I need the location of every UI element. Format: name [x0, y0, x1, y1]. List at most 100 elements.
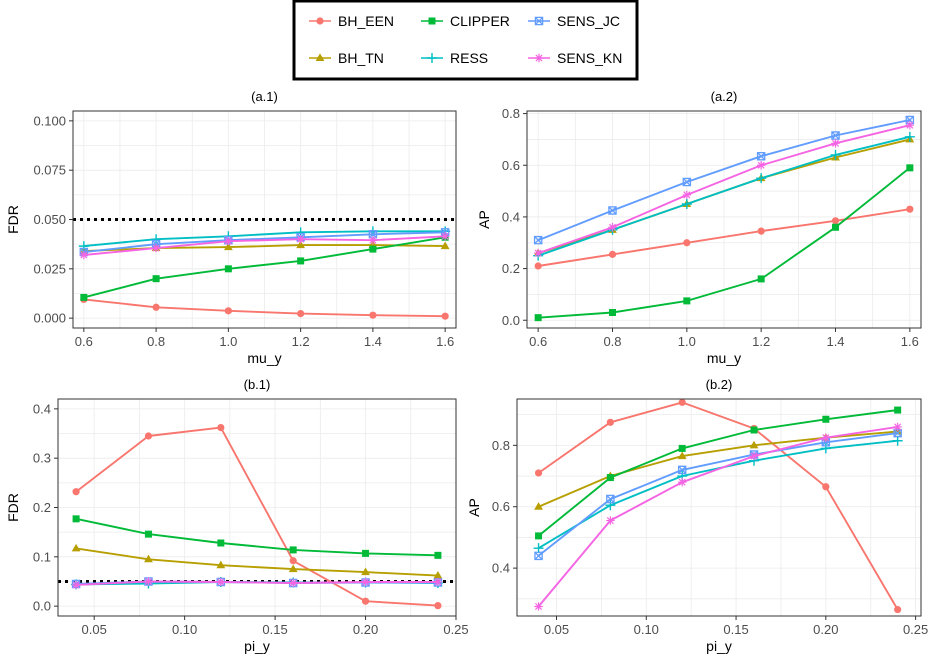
data-point-ress: [892, 435, 903, 446]
data-point-bh_een: [144, 432, 153, 440]
data-point-bh_een: [361, 597, 370, 605]
series-group: [533, 115, 915, 322]
x-tick-label: 0.10: [634, 622, 659, 637]
data-point-clipper: [750, 426, 758, 434]
data-point-bh_een: [678, 399, 686, 406]
x-tick-label: 1.4: [364, 334, 382, 349]
data-point-ress: [681, 199, 692, 209]
y-tick-label: 0.8: [492, 438, 510, 453]
data-point-sens_jc: [831, 131, 840, 140]
series-bh_tn: [71, 543, 443, 579]
panel-border: [516, 398, 922, 617]
series-bh_een: [534, 205, 914, 270]
data-point-ress: [78, 241, 89, 252]
legend: BH_EEN CLIPPER SENS_JC BH_TN RESS SENS_KN: [292, 0, 639, 81]
data-point-sens_kn: [677, 477, 687, 487]
data-point-bh_een: [757, 227, 765, 235]
series-line-sens_kn: [537, 124, 911, 254]
data-point-clipper: [297, 257, 305, 265]
series-line-sens_jc: [537, 119, 910, 242]
x-tick-label: 0.15: [262, 622, 287, 637]
data-point-clipper: [608, 309, 616, 316]
data-point-sens_kn: [756, 161, 766, 170]
x-tick-label: 1.0: [678, 334, 696, 349]
data-point-bh_tn: [677, 451, 687, 460]
legend-entry-ress: RESS: [421, 50, 488, 66]
y-tick-label: 0.3: [33, 451, 51, 466]
series-sens_kn: [71, 577, 443, 590]
series-clipper: [534, 164, 914, 322]
x-axis-label: mu_y: [707, 350, 741, 366]
data-point-clipper: [362, 549, 370, 557]
x-axis-label: pi_y: [244, 638, 270, 654]
y-tick-label: 0.2: [33, 500, 51, 515]
series-bh_een: [80, 295, 449, 320]
data-point-clipper: [606, 474, 614, 482]
series-ress: [533, 131, 915, 261]
x-axis-label: pi_y: [706, 638, 732, 654]
series-sens_kn: [79, 232, 450, 260]
legend-label: CLIPPER: [450, 13, 510, 29]
data-point-clipper: [678, 444, 686, 452]
legend-label: SENS_KN: [557, 50, 622, 66]
data-point-sens_kn: [533, 248, 543, 258]
data-point-sens_kn: [433, 577, 443, 587]
y-tick-label: 0.000: [33, 311, 66, 326]
data-point-sens_jc: [368, 230, 378, 239]
data-point-sens_kn: [216, 577, 226, 587]
data-point-sens_kn: [151, 243, 161, 253]
data-point-bh_een: [894, 605, 902, 614]
data-point-sens_kn: [440, 232, 450, 241]
gridlines: [58, 399, 456, 616]
legend-label: BH_EEN: [338, 13, 394, 29]
data-point-bh_een: [289, 557, 297, 565]
x-tick-label: 1.6: [436, 334, 454, 349]
gridlines: [73, 111, 456, 328]
series-line-sens_jc: [83, 231, 446, 254]
x-axis-label: mu_y: [247, 350, 281, 366]
series-line-clipper: [83, 236, 446, 299]
data-point-sens_kn: [71, 580, 81, 590]
data-point-bh_een: [606, 418, 614, 426]
legend-key-marker: [534, 16, 544, 26]
y-tick-label: 0.075: [33, 163, 66, 178]
data-point-clipper: [822, 415, 830, 423]
data-point-sens_jc: [534, 551, 543, 561]
series-line-ress: [83, 230, 446, 248]
x-tick-label: 0.20: [813, 622, 838, 637]
data-point-sens_jc: [677, 465, 687, 475]
data-point-clipper: [757, 275, 765, 283]
data-point-clipper: [534, 314, 542, 322]
data-point-ress: [605, 500, 616, 511]
data-point-sens_kn: [79, 250, 89, 260]
panel-b1: 0.05 0.10 0.15 0.20 0.25 0.0 0.1 0.2 0.3 0.4 (b.1)…: [5, 377, 469, 654]
data-point-clipper: [152, 275, 160, 283]
legend-entry-sens_jc: SENS_JC: [528, 13, 620, 29]
x-tick-label: 0.8: [147, 334, 165, 349]
data-point-ress: [151, 234, 162, 245]
data-point-clipper: [434, 551, 442, 559]
y-axis-label: AP: [466, 498, 482, 517]
panel-title: (a.2): [711, 89, 738, 104]
series-group: [533, 399, 903, 614]
x-tick-label: 1.0: [219, 334, 237, 349]
y-tick-label: 0.0: [33, 599, 51, 614]
x-tick-label: 0.8: [603, 334, 621, 349]
data-point-clipper: [80, 293, 88, 301]
data-point-sens_kn: [608, 223, 617, 232]
axis-ticks: 0.6 0.8 1.0 1.2 1.4 1.6 0.000 0.025 0.050 0.075 0.…: [33, 113, 454, 349]
data-point-sens_kn: [905, 121, 915, 130]
data-point-bh_tn: [296, 240, 306, 249]
axis-ticks: 0.6 0.8 1.0 1.2 1.4 1.6 0.0 0.2 0.4 0.6 0.8: [502, 106, 919, 349]
x-tick-label: 0.25: [443, 622, 468, 637]
x-tick-label: 1.6: [901, 334, 919, 349]
gridlines: [527, 111, 921, 328]
series-line-bh_een: [75, 426, 438, 607]
data-point-bh_een: [224, 307, 232, 315]
y-tick-label: 0.8: [502, 106, 520, 121]
series-line-clipper: [538, 167, 911, 319]
data-point-sens_jc: [533, 235, 543, 245]
data-point-sens_jc: [756, 151, 766, 161]
y-tick-label: 0.4: [33, 401, 51, 416]
